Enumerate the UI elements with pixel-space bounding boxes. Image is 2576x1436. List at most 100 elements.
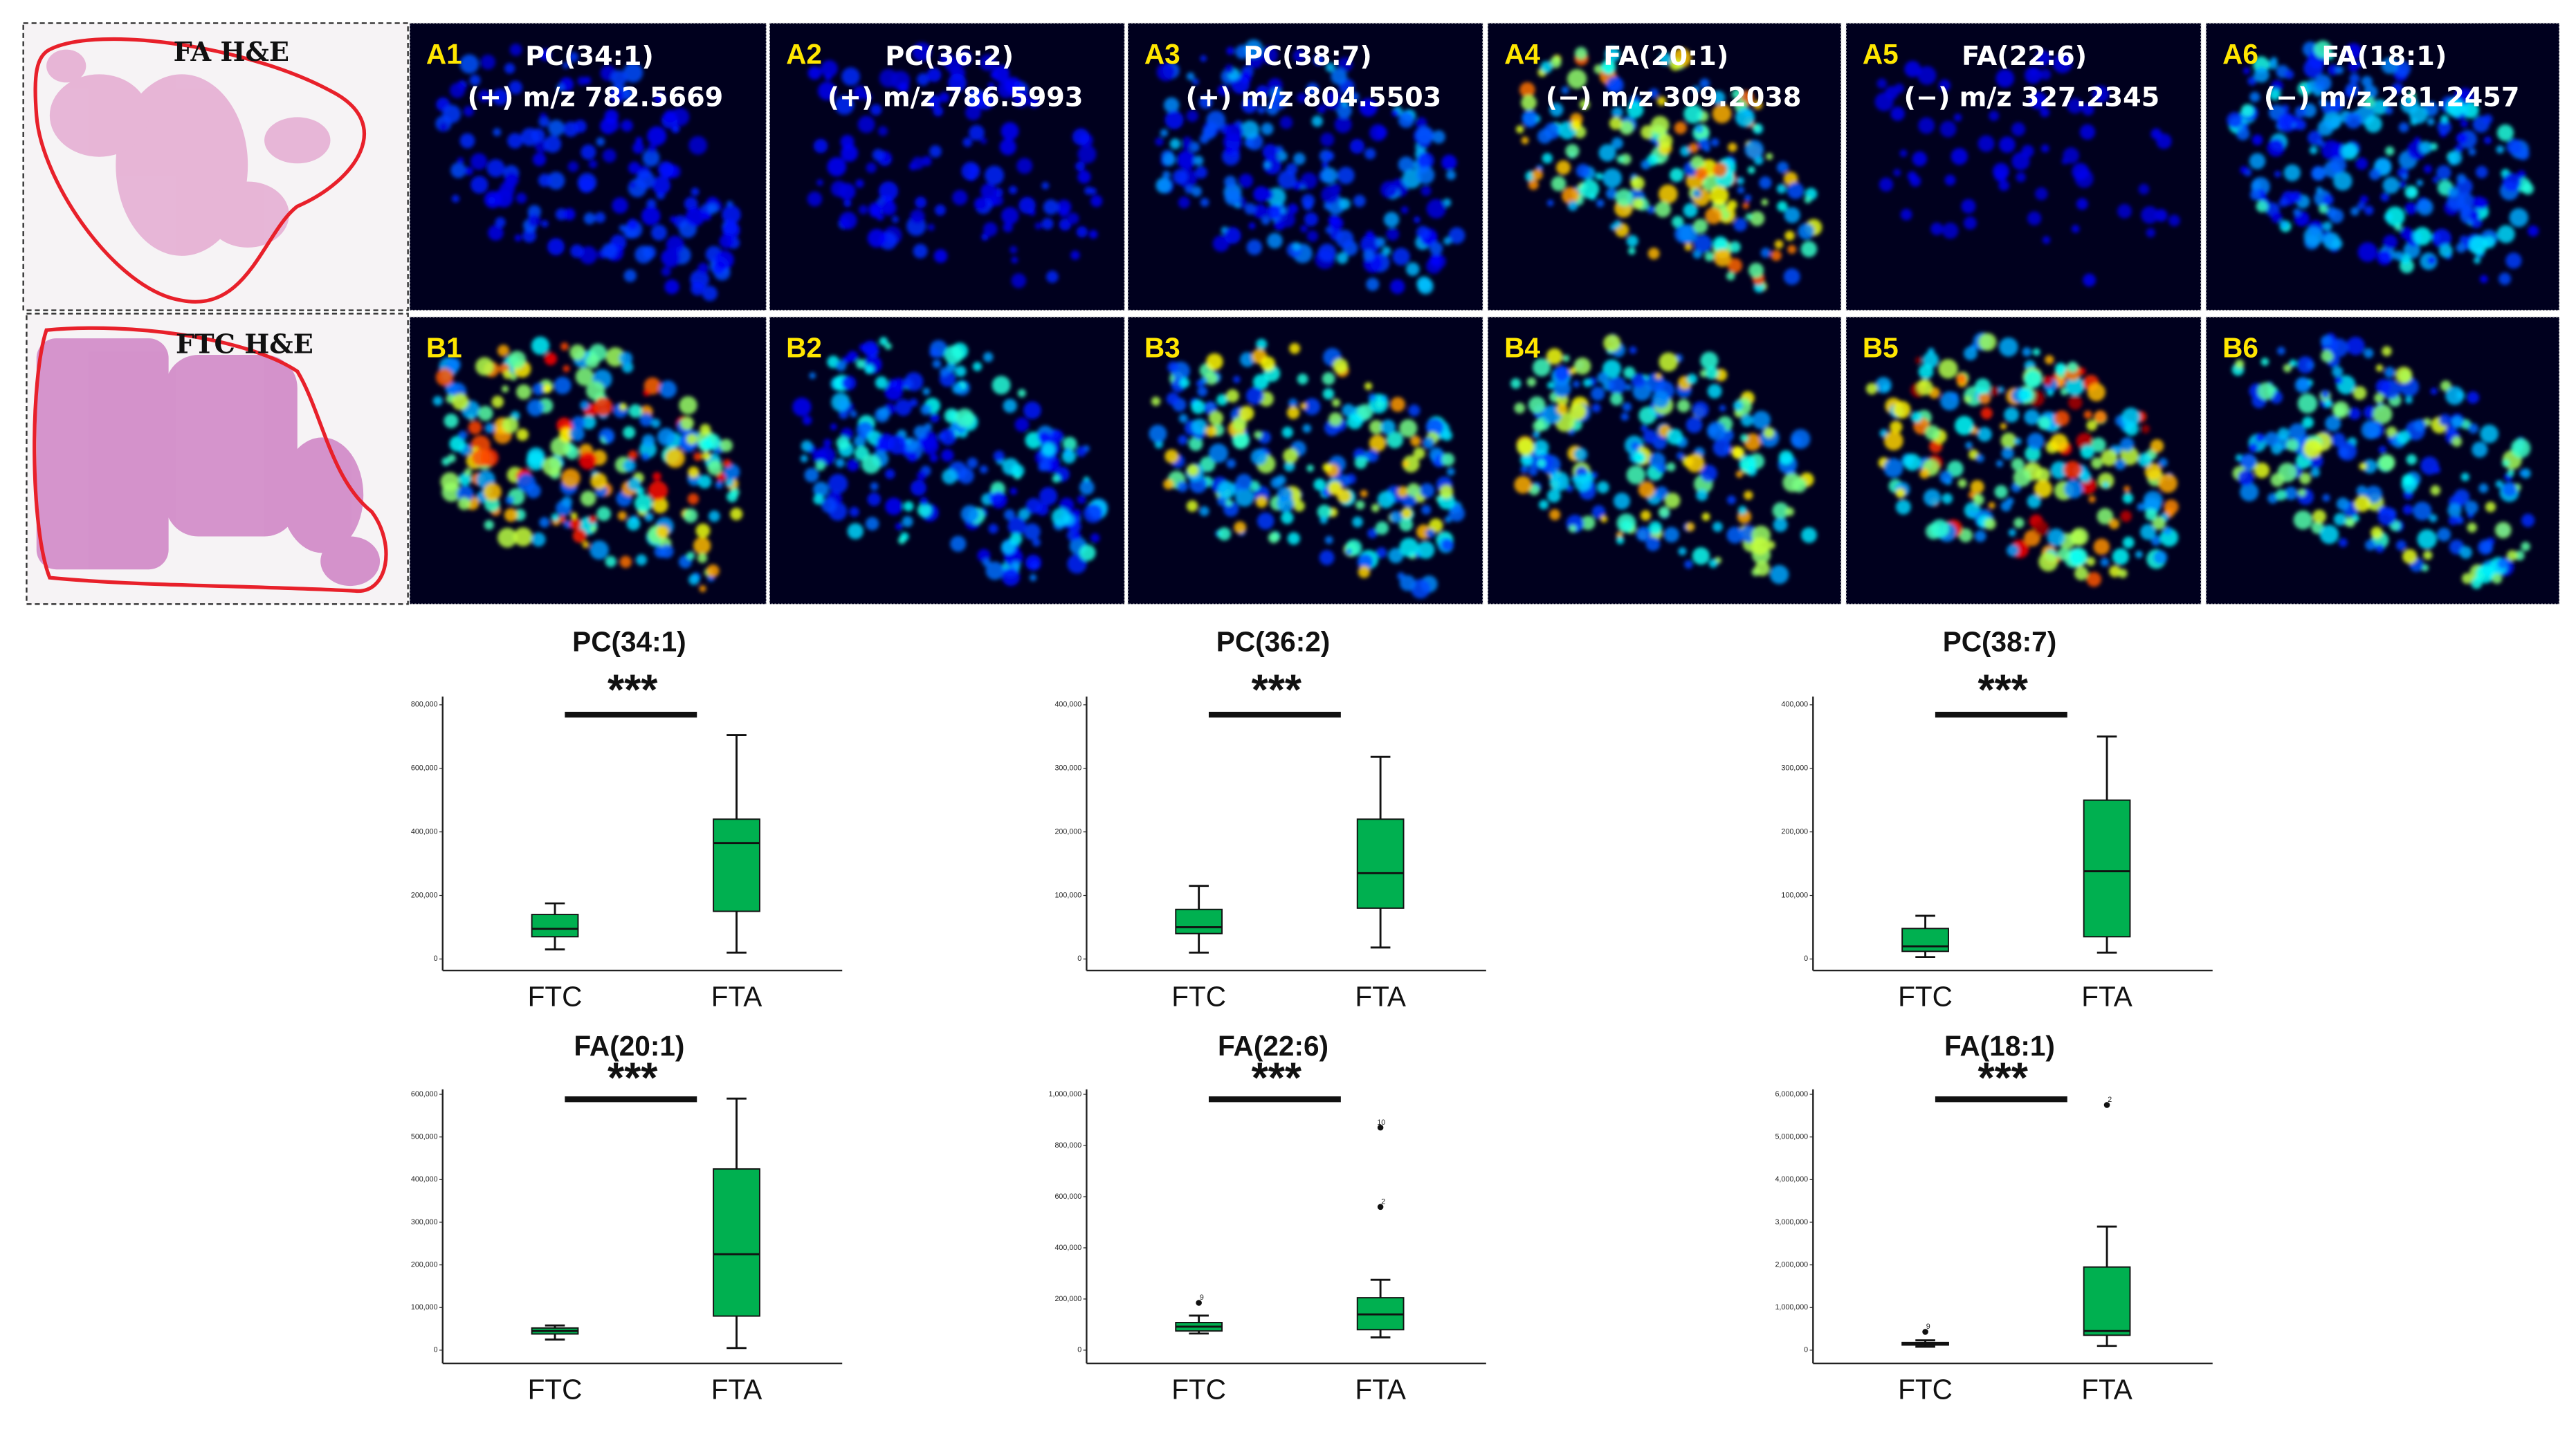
ms-pixel (867, 228, 886, 248)
ms-pixel (1597, 481, 1609, 494)
ms-pixel (1748, 262, 1764, 278)
ms-pixel (2049, 433, 2068, 452)
ms-pixel (2027, 432, 2045, 450)
ms-pixel (636, 170, 655, 190)
ms-pixel (2492, 573, 2503, 584)
ms-pixel (1074, 532, 1081, 540)
ms-pixel (526, 452, 545, 471)
ms-pixel (1658, 506, 1670, 518)
ms-pixel (1627, 247, 1636, 255)
ms-pixel (2357, 242, 2378, 262)
ms-pixel (2271, 212, 2283, 223)
ms-pixel (648, 481, 668, 501)
ms-pixel (1386, 431, 1404, 448)
ms-pixel (1549, 509, 1561, 521)
ms-pixel (609, 88, 624, 104)
ms-pixel (2375, 364, 2384, 372)
panel-label: A1 (426, 38, 462, 70)
ms-pixel (2329, 116, 2341, 129)
ms-pixel (515, 192, 527, 204)
ms-pixel (472, 448, 490, 467)
ms-pixel (515, 384, 531, 400)
ms-pixel (2140, 524, 2156, 540)
ms-pixel (2413, 501, 2432, 521)
ms-pixel (1293, 152, 1306, 165)
ms-pixel (2338, 537, 2348, 547)
ms-pixel (1701, 513, 1710, 521)
ms-pixel (1375, 126, 1387, 139)
ms-pixel (1023, 401, 1041, 420)
ms-pixel (1425, 418, 1444, 436)
box-plot: FA(22:6)*** 0 200,000 400,000 600,000 800,000… (1049, 1030, 1486, 1405)
ms-pixel (1292, 242, 1301, 251)
ms-pixel (679, 396, 697, 415)
ms-pixel (1591, 505, 1606, 519)
ms-pixel (1658, 134, 1673, 149)
ms-pixel (1533, 431, 1540, 439)
ms-pixel (634, 246, 653, 264)
ms-pixel (927, 95, 941, 109)
ms-pixel (2437, 527, 2451, 542)
ms-pixel (1369, 420, 1384, 434)
ms-pixel (1255, 495, 1268, 508)
y-tick-label: 300,000 (411, 1218, 438, 1226)
ms-pixel (895, 522, 903, 531)
ms-pixel (1761, 199, 1769, 206)
panel-mz: (−) m/z 309.2038 (1546, 83, 1802, 113)
ms-pixel (464, 167, 473, 176)
ms-pixel (1571, 120, 1582, 131)
ms-pixel (1172, 169, 1188, 185)
ms-pixel (2094, 410, 2107, 423)
ms-pixel (1692, 189, 1701, 198)
ms-pixel (2057, 547, 2070, 561)
x-tick-label: FTA (1355, 980, 1406, 1012)
ms-pixel (1189, 141, 1200, 153)
ms-pixel (540, 112, 547, 120)
ms-pixel (2332, 401, 2350, 418)
ms-pixel (504, 508, 518, 522)
ms-pixel (961, 161, 980, 181)
ms-pixel (1531, 169, 1543, 181)
ms-pixel (1713, 249, 1732, 267)
ms-pixel (1562, 354, 1570, 362)
ms-pixel (2521, 513, 2535, 528)
ms-pixel (2456, 242, 2467, 253)
ms-pixel (2456, 132, 2468, 145)
ms-pixel (864, 364, 875, 374)
ms-pixel (554, 376, 572, 394)
box (2083, 1266, 2131, 1336)
ms-pixel (2070, 527, 2089, 546)
ms-pixel (1279, 116, 1293, 129)
box (2083, 799, 2131, 938)
ms-pixel (1261, 216, 1270, 225)
ms-pixel (2283, 364, 2292, 373)
ms-pixel (446, 357, 461, 372)
ms-pixel (581, 415, 596, 430)
ms-pixel (2496, 225, 2515, 243)
ms-pixel (641, 452, 650, 461)
y-tick-label: 300,000 (1781, 764, 1808, 773)
ms-pixel (2236, 127, 2250, 140)
ms-pixel (563, 365, 570, 373)
ms-pixel (1636, 526, 1652, 542)
ms-pixel (1784, 230, 1795, 241)
ms-pixel (542, 384, 551, 394)
ms-pixel (1322, 372, 1335, 385)
ms-pixel (1186, 500, 1198, 512)
ms-pixel (2086, 557, 2096, 567)
ms-pixel (985, 165, 1005, 185)
ms-pixel (1899, 149, 1908, 158)
y-tick-label: 400,000 (411, 827, 438, 836)
ms-pixel (2433, 466, 2441, 474)
ms-pixel (1727, 200, 1737, 210)
ms-pixel (816, 179, 823, 186)
ms-pixel (1287, 203, 1299, 214)
ms-pixel (727, 491, 738, 503)
ms-pixel (2043, 376, 2053, 386)
ms-pixel (1739, 454, 1757, 472)
ms-pixel (439, 122, 448, 131)
ms-pixel (1609, 117, 1623, 130)
ms-pixel (1676, 452, 1685, 460)
ms-pixel (1399, 419, 1418, 438)
ms-pixel (2446, 98, 2465, 118)
